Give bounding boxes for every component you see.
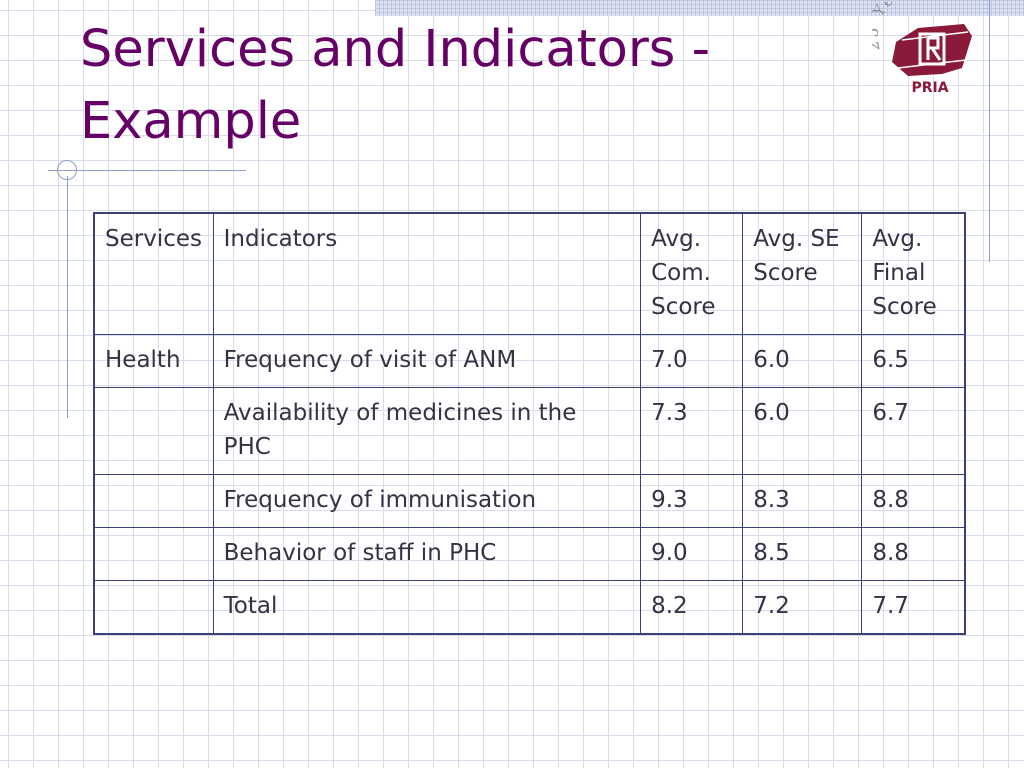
table-row: Health Frequency of visit of ANM 7.0 6.0… (93, 334, 966, 388)
cell-indicator: Frequency of visit of ANM (212, 334, 642, 388)
cell-service (93, 387, 214, 475)
header-cell-avg-se-score: Avg. SE Score (742, 212, 863, 335)
cell-avg-final-score: 7.7 (861, 580, 966, 635)
cell-avg-final-score: 8.8 (861, 474, 966, 528)
cell-avg-com-score: 7.0 (640, 334, 744, 388)
table-row-total: Total 8.2 7.2 7.7 (93, 580, 966, 635)
header-cell-indicators: Indicators (212, 212, 642, 335)
left-vertical-rule (67, 176, 68, 418)
top-decorative-band (375, 0, 1024, 16)
cell-avg-se-score: 8.5 (742, 527, 863, 581)
logo-emblem (892, 24, 972, 76)
cell-avg-com-score: 9.0 (640, 527, 744, 581)
slide-title-line-1: Services and Indicators - (80, 20, 710, 79)
slide-title: Services and Indicators - Example (80, 14, 820, 158)
cell-indicator: Frequency of immunisation (212, 474, 642, 528)
header-cell-services: Services (93, 212, 214, 335)
title-horizontal-rule (48, 170, 246, 171)
pria-logo: 25 Years PRIA (872, 2, 972, 96)
cell-service (93, 527, 214, 581)
cell-avg-com-score: 9.3 (640, 474, 744, 528)
cell-service: Health (93, 334, 214, 388)
cell-avg-final-score: 6.5 (861, 334, 966, 388)
right-vertical-rule (989, 0, 990, 262)
cell-avg-se-score: 8.3 (742, 474, 863, 528)
table-header-row: Services Indicators Avg. Com. Score Avg.… (93, 212, 966, 335)
cell-avg-se-score: 7.2 (742, 580, 863, 635)
cell-avg-com-score: 7.3 (640, 387, 744, 475)
header-cell-avg-com-score: Avg. Com. Score (640, 212, 744, 335)
table-row: Behavior of staff in PHC 9.0 8.5 8.8 (93, 527, 966, 581)
logo-name: PRIA (911, 80, 948, 96)
header-cell-avg-final-score: Avg. Final Score (861, 212, 966, 335)
cell-avg-final-score: 6.7 (861, 387, 966, 475)
table-row: Frequency of immunisation 9.3 8.3 8.8 (93, 474, 966, 528)
rule-circle-ornament (57, 160, 77, 180)
cell-service (93, 580, 214, 635)
cell-indicator: Behavior of staff in PHC (212, 527, 642, 581)
cell-indicator: Availability of medicines in the PHC (212, 387, 642, 475)
cell-avg-se-score: 6.0 (742, 387, 863, 475)
services-indicators-table: Services Indicators Avg. Com. Score Avg.… (93, 212, 966, 635)
cell-indicator: Total (212, 580, 642, 635)
cell-avg-final-score: 8.8 (861, 527, 966, 581)
cell-service (93, 474, 214, 528)
cell-avg-se-score: 6.0 (742, 334, 863, 388)
table-row: Availability of medicines in the PHC 7.3… (93, 387, 966, 475)
cell-avg-com-score: 8.2 (640, 580, 744, 635)
slide-title-line-2: Example (80, 92, 302, 151)
